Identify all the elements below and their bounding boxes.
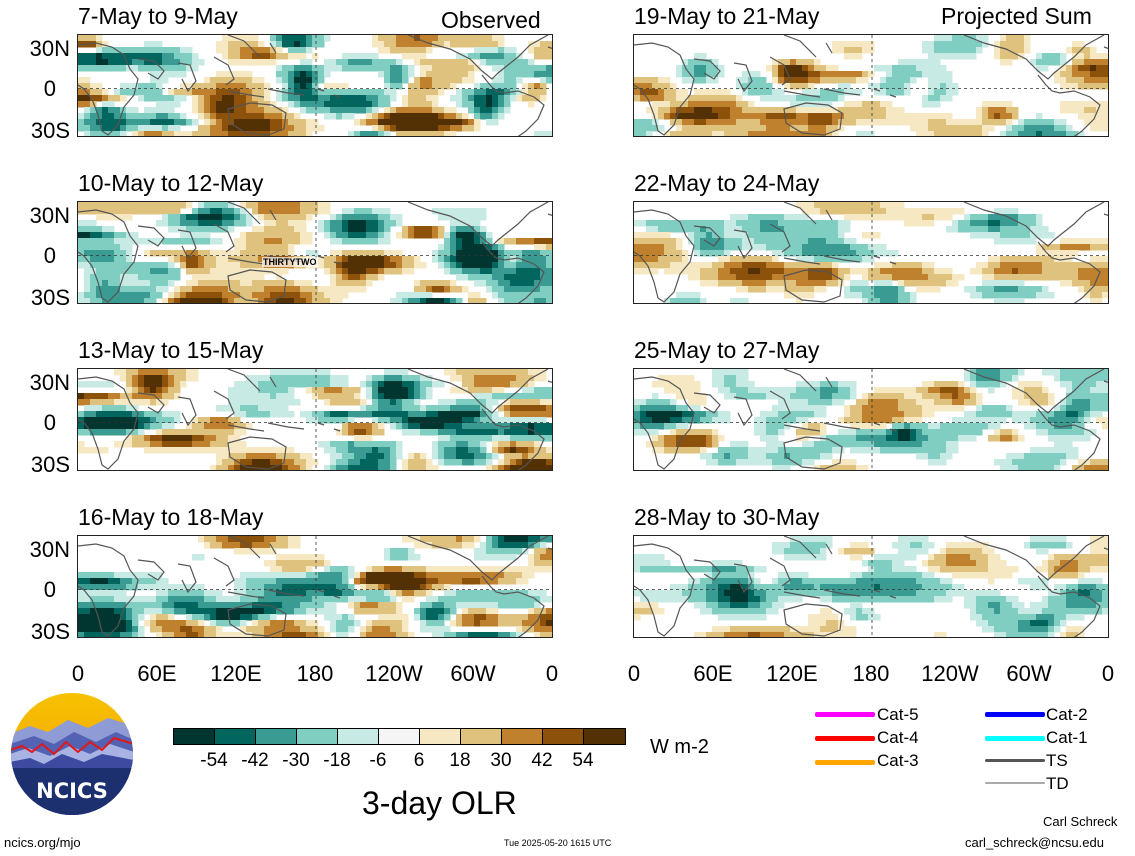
colorbar-cell-7: [419, 728, 461, 745]
storm-label: THIRTYTWO: [262, 257, 318, 267]
footer-email: carl_schreck@ncsu.edu: [965, 835, 1104, 850]
map-panel-8: [633, 535, 1109, 638]
panel-title-7: 25-May to 27-May: [634, 337, 820, 363]
colorbar-cell-5: [337, 728, 379, 745]
y-label-eq-3: 0: [43, 410, 56, 435]
colorbar-label-6: 6: [413, 750, 425, 771]
colorbar-label-1: -54: [200, 750, 228, 771]
legend-line-cat5: [815, 712, 875, 717]
legend-label-td: TD: [1046, 774, 1069, 793]
map-panel-4: [77, 535, 553, 638]
colorbar-units: W m-2: [650, 736, 709, 758]
map-panel-7: [633, 368, 1109, 471]
y-label-30s-4: 30S: [30, 619, 70, 644]
main-title: 3-day OLR: [362, 785, 517, 821]
y-label-30n-4: 30N: [29, 537, 70, 562]
panel-title-6: 22-May to 24-May: [634, 170, 820, 196]
legend-label-cat1: Cat-1: [1046, 728, 1088, 747]
colorbar-label-4: -18: [323, 750, 351, 771]
projected-sum-label: Projected Sum: [941, 3, 1092, 29]
colorbar-label-8: 30: [490, 750, 512, 771]
y-label-30n-2: 30N: [29, 203, 70, 228]
legend-label-cat4: Cat-4: [877, 728, 919, 747]
panel-title-3: 13-May to 15-May: [78, 337, 264, 363]
x-label-right-120w: 120W: [921, 661, 979, 686]
y-label-30s-1: 30S: [30, 118, 70, 143]
y-label-eq-1: 0: [43, 76, 56, 101]
observed-label: Observed: [441, 7, 541, 33]
x-label-right-60e: 60E: [693, 661, 733, 686]
map-panel-3: [77, 368, 553, 471]
map-panel-5: [633, 34, 1109, 137]
colorbar-cell-4: [296, 728, 338, 745]
panel-title-2: 10-May to 12-May: [78, 170, 264, 196]
legend-label-cat3: Cat-3: [877, 751, 919, 770]
legend-line-cat4: [815, 736, 875, 741]
x-label-left-120e: 120E: [210, 661, 262, 686]
x-label-left-120w: 120W: [365, 661, 423, 686]
footer-author: Carl Schreck: [1043, 814, 1118, 829]
x-label-right-180: 180: [852, 661, 890, 686]
x-label-right-60w: 60W: [1006, 661, 1052, 686]
y-label-eq-2: 0: [43, 243, 56, 268]
legend-label-cat5: Cat-5: [877, 705, 919, 724]
y-label-30s-3: 30S: [30, 452, 70, 477]
ncics-logo: NCICS: [10, 692, 134, 816]
panel-title-4: 16-May to 18-May: [78, 504, 264, 530]
colorbar-label-5: -6: [369, 750, 387, 771]
y-label-30s-2: 30S: [30, 285, 70, 310]
legend-line-ts: [985, 759, 1045, 762]
colorbar-cell-3: [255, 728, 297, 745]
x-label-right-0b: 0: [1101, 661, 1115, 686]
x-label-left-180: 180: [296, 661, 334, 686]
y-label-30n-1: 30N: [29, 36, 70, 61]
legend-line-cat1: [985, 736, 1045, 741]
legend-label-cat2: Cat-2: [1046, 705, 1088, 724]
logo-text: NCICS: [36, 779, 108, 803]
map-panel-1: [77, 34, 553, 137]
x-label-left-60w: 60W: [450, 661, 496, 686]
x-label-right-0: 0: [627, 661, 641, 686]
colorbar-cell-10: [542, 728, 584, 745]
map-panel-6: [633, 201, 1109, 304]
colorbar-label-9: 42: [531, 750, 553, 771]
legend-line-td: [985, 782, 1045, 784]
x-label-right-120e: 120E: [766, 661, 818, 686]
y-label-30n-3: 30N: [29, 370, 70, 395]
colorbar-cell-6: [378, 728, 420, 745]
panel-title-5: 19-May to 21-May: [634, 3, 820, 29]
x-label-left-0b: 0: [545, 661, 559, 686]
footer-url: ncics.org/mjo: [4, 835, 81, 850]
colorbar-cell-2: [214, 728, 256, 745]
colorbar-cell-8: [460, 728, 502, 745]
colorbar-label-10: 54: [572, 750, 594, 771]
map-panel-2: [77, 201, 553, 304]
colorbar-label-7: 18: [449, 750, 471, 771]
x-label-left-60e: 60E: [137, 661, 177, 686]
panel-title-8: 28-May to 30-May: [634, 504, 820, 530]
x-label-left-0: 0: [71, 661, 85, 686]
colorbar-cell-9: [501, 728, 543, 745]
colorbar-label-2: -42: [241, 750, 269, 771]
legend-line-cat3: [815, 760, 875, 765]
colorbar-label-3: -30: [282, 750, 310, 771]
y-label-eq-4: 0: [43, 577, 56, 602]
panel-title-1: 7-May to 9-May: [78, 3, 238, 29]
colorbar-cell-1: [173, 728, 215, 745]
legend-line-cat2: [985, 712, 1045, 717]
legend-label-ts: TS: [1046, 751, 1068, 770]
colorbar-cell-11: [583, 728, 626, 745]
footer-timestamp: Tue 2025-05-20 1615 UTC: [504, 838, 612, 848]
